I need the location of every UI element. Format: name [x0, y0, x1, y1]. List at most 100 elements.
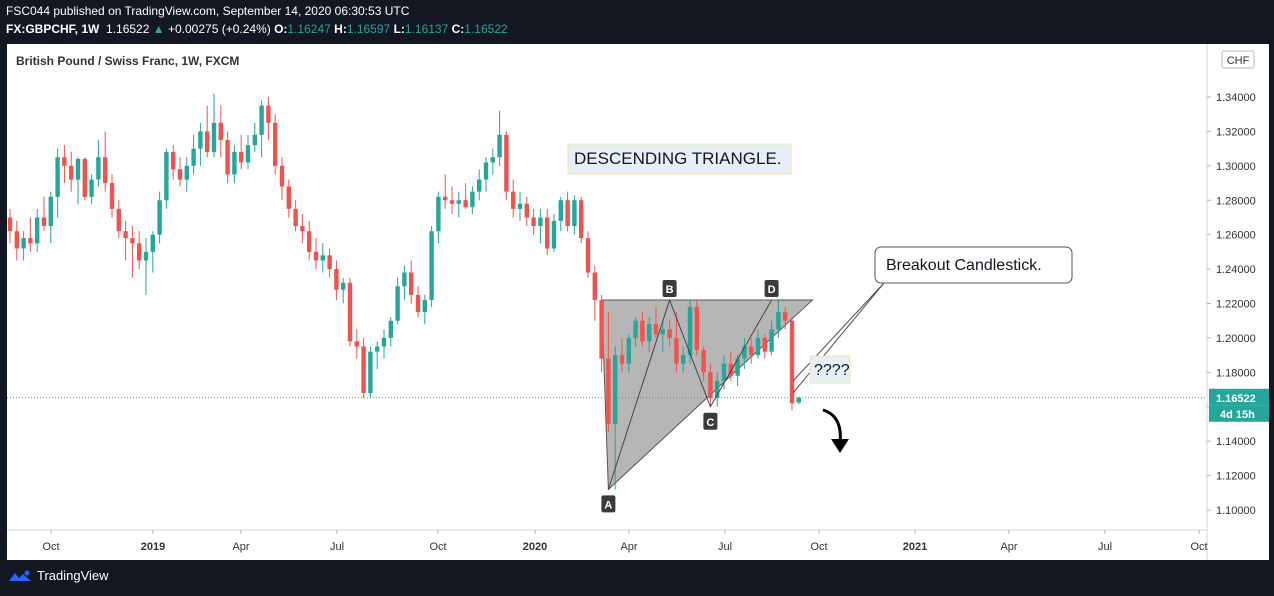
countdown-label: 4d 15h: [1220, 409, 1255, 421]
price-tick-label: 1.32000: [1216, 126, 1256, 138]
point-label-c[interactable]: C: [703, 412, 718, 430]
price-tick-label: 1.20000: [1216, 333, 1256, 345]
pattern-label: DESCENDING TRIANGLE.: [574, 149, 782, 168]
time-tick-label: Jul: [1098, 541, 1112, 553]
candle-body: [35, 217, 40, 244]
candle-body: [14, 231, 19, 249]
time-tick-label: Apr: [620, 541, 637, 553]
candle-body: [334, 269, 339, 290]
candle-body: [388, 320, 393, 338]
candle-body: [572, 200, 577, 227]
candle-body: [463, 200, 468, 208]
candle-body: [687, 306, 693, 356]
question-label: ????: [814, 362, 850, 379]
candle-body: [293, 208, 298, 227]
candle-body: [545, 217, 550, 249]
candle-body: [171, 152, 176, 170]
candle-body: [211, 122, 217, 153]
candle-body: [742, 346, 747, 359]
candle-body: [490, 157, 495, 163]
candle-body: [429, 231, 434, 301]
candle-body: [157, 200, 162, 235]
candle-body: [198, 131, 203, 149]
candle-body: [41, 217, 47, 227]
chart-title: British Pound / Swiss Franc, 1W, FXCM: [16, 54, 239, 68]
candle-body: [375, 346, 380, 352]
open-label: O:: [274, 22, 288, 36]
price-chart[interactable]: British Pound / Swiss Franc, 1W, FXCM 1.…: [0, 44, 1274, 560]
time-tick-label: 2019: [141, 541, 165, 553]
candle-body: [177, 169, 183, 180]
candle-body: [300, 226, 305, 232]
change-arrow-icon: ▲: [152, 22, 165, 36]
high-value: 1.16597: [346, 22, 391, 36]
candle-body: [279, 165, 285, 187]
candle-body: [694, 306, 699, 350]
time-tick-label: 2021: [903, 541, 927, 553]
candle-body: [613, 355, 618, 424]
candle-body: [109, 183, 115, 209]
candle-body: [531, 217, 536, 227]
callout-text: Breakout Candlestick.: [886, 257, 1042, 274]
candle-body: [436, 196, 441, 232]
question-label-box[interactable]: ????: [809, 355, 851, 384]
candle-body: [164, 152, 169, 201]
candle-body: [721, 363, 727, 381]
candle-body: [524, 203, 529, 218]
pattern-label-box[interactable]: DESCENDING TRIANGLE.: [567, 143, 792, 175]
close-value: 1.16522: [464, 22, 508, 36]
candle-body: [599, 300, 604, 359]
candle-body: [565, 200, 570, 227]
candle-body: [150, 234, 155, 252]
candle-body: [286, 186, 291, 209]
point-label-b[interactable]: B: [662, 280, 677, 298]
candle-body: [633, 320, 638, 338]
price-tick-label: 1.12000: [1216, 471, 1256, 483]
candlestick-series: [7, 93, 1207, 490]
candle-body: [647, 324, 652, 342]
down-arrow-head-icon: [831, 439, 849, 453]
price-tick-label: 1.22000: [1216, 299, 1256, 311]
last-price-label: 1.16522: [1216, 393, 1256, 405]
candle-body: [606, 358, 611, 424]
point-label-d[interactable]: D: [764, 280, 779, 298]
candle-body: [313, 251, 319, 261]
candle-body: [470, 191, 475, 208]
currency-badge: CHF: [1221, 50, 1255, 69]
candle-body: [449, 200, 455, 204]
point-label-a[interactable]: A: [601, 495, 616, 513]
candle-body: [116, 208, 121, 232]
candle-body: [415, 294, 421, 313]
last-value: 1.16522: [106, 22, 150, 36]
candle-body: [728, 363, 733, 376]
annotations[interactable]: DESCENDING TRIANGLE. A B C D Breakout Candles…: [567, 143, 1073, 513]
tradingview-logo-icon: [9, 570, 31, 581]
candle-body: [626, 337, 631, 364]
candle-body: [395, 286, 400, 321]
candle-body: [497, 134, 502, 158]
candle-body: [225, 140, 230, 175]
candle-body: [708, 372, 713, 399]
candle-body: [218, 122, 223, 141]
time-tick-label: Jul: [330, 541, 344, 553]
candle-body: [585, 238, 591, 273]
candle-body: [443, 196, 448, 201]
price-tick-label: 1.18000: [1216, 367, 1256, 379]
callout-pointer: [792, 282, 885, 394]
time-tick-label: Oct: [42, 541, 59, 553]
candle-body: [21, 238, 26, 249]
candle-body: [327, 255, 332, 270]
candle-body: [69, 165, 74, 180]
candle-body: [551, 220, 557, 249]
ohlc-line: FX:GBPCHF, 1W 1.16522 ▲ +0.00275 (+0.24%…: [6, 22, 508, 36]
candle-body: [483, 162, 489, 180]
candle-body: [653, 324, 659, 335]
candle-body: [320, 255, 325, 261]
candle-body: [239, 152, 244, 163]
breakout-callout[interactable]: Breakout Candlestick.: [792, 246, 1073, 394]
publish-info: FSC044 published on TradingView.com, Sep…: [6, 4, 410, 18]
candle-body: [259, 105, 264, 135]
candle-body: [7, 217, 13, 232]
candle-body: [273, 122, 278, 166]
last-price-badge: 1.16522 4d 15h: [1209, 388, 1269, 422]
